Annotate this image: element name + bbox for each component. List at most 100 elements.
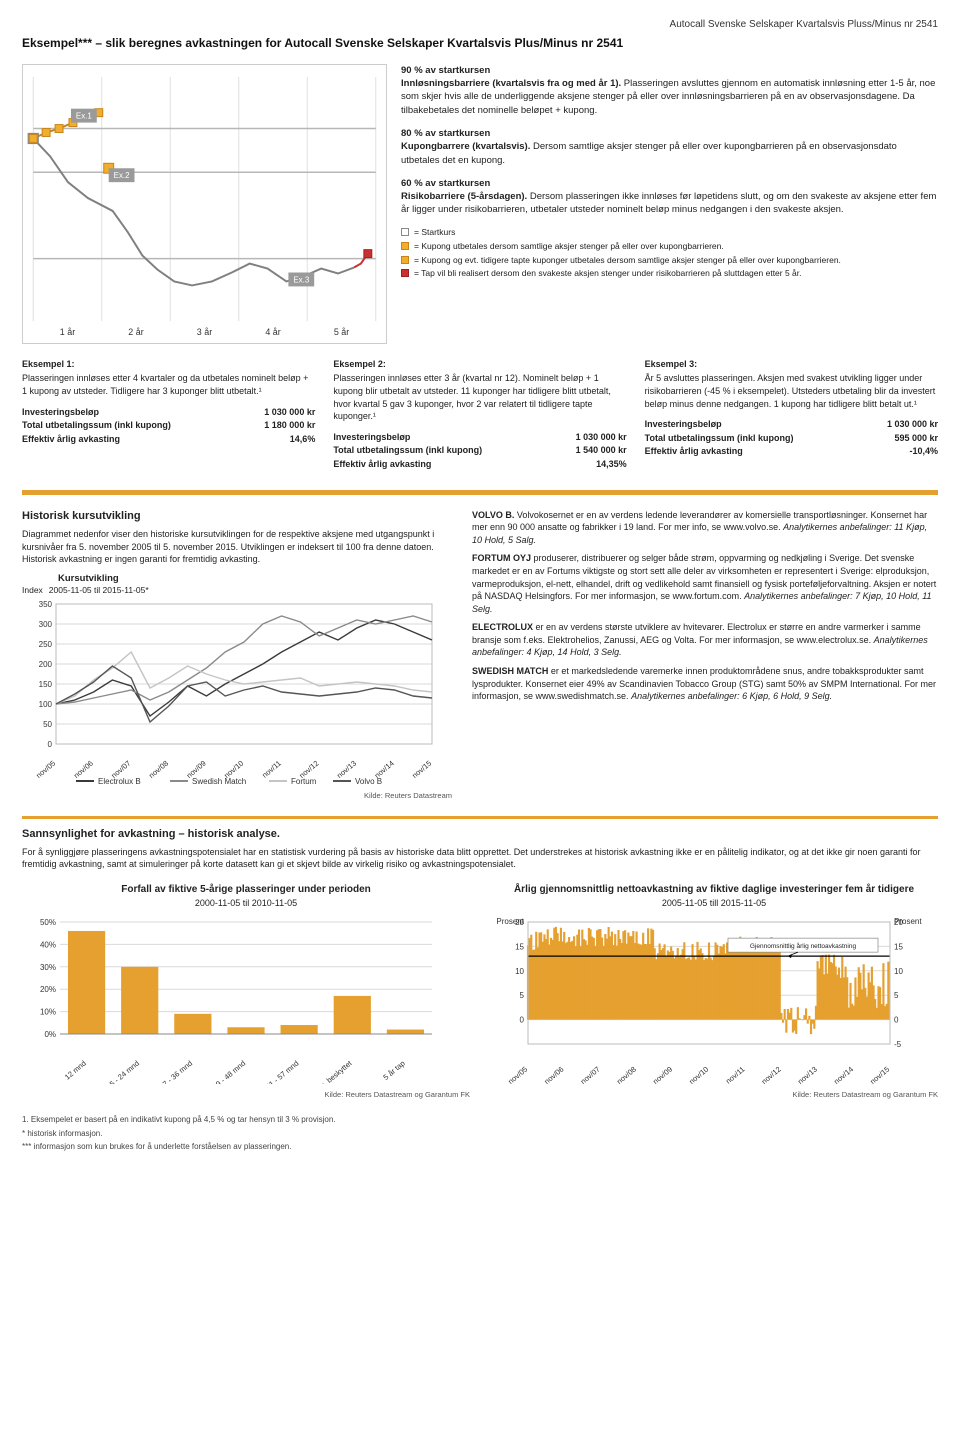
company-name: VOLVO B. bbox=[472, 510, 514, 520]
legend-item: = Startkurs bbox=[401, 227, 938, 239]
legend-text: = Startkurs bbox=[414, 227, 455, 239]
svg-text:Prosent: Prosent bbox=[496, 917, 524, 926]
svg-text:Prosent: Prosent bbox=[894, 917, 922, 926]
svg-text:5 år tap: 5 år tap bbox=[381, 1058, 406, 1081]
historic-chart-sub: 2005-11-05 til 2015-11-05* bbox=[49, 585, 149, 597]
example-stat: Total utbetalingssum (inkl kupong)595 00… bbox=[645, 432, 938, 445]
barrier-60: 60 % av startkursen Risikobarriere (5-år… bbox=[401, 177, 938, 217]
barrier-90: 90 % av startkursen Innløsningsbarriere … bbox=[401, 64, 938, 117]
svg-text:Fortum: Fortum bbox=[291, 777, 317, 786]
barrier-60-sub: Risikobarriere (5-årsdagen). bbox=[401, 191, 527, 202]
svg-text:nov/06: nov/06 bbox=[542, 1064, 565, 1083]
mid-row: Historisk kursutvikling Diagrammet neden… bbox=[22, 509, 938, 802]
svg-text:0%: 0% bbox=[44, 1030, 56, 1039]
probability-body: For å synliggjøre plasseringens avkastni… bbox=[22, 846, 938, 871]
barrier-80-title: 80 % av startkursen bbox=[401, 128, 490, 139]
example-stat: Total utbetalingssum (inkl kupong)1 540 … bbox=[333, 444, 626, 457]
company-block: SWEDISH MATCH er et markedsledende varem… bbox=[472, 665, 938, 703]
svg-text:200: 200 bbox=[39, 660, 53, 669]
legend-swatch-icon bbox=[401, 256, 409, 264]
svg-text:1 år: 1 år bbox=[60, 327, 75, 337]
svg-text:nov/10: nov/10 bbox=[687, 1064, 710, 1083]
barrier-90-title: 90 % av startkursen bbox=[401, 65, 490, 76]
svg-text:Volvo B: Volvo B bbox=[355, 777, 382, 786]
company-name: FORTUM OYJ bbox=[472, 553, 531, 563]
bar-chart-title: Forfall av fiktive 5-årige plasseringer … bbox=[22, 883, 470, 897]
return-chart-src: Kilde: Reuters Datastream og Garantum FK bbox=[490, 1090, 938, 1101]
example-stat: Investeringsbeløp1 030 000 kr bbox=[645, 418, 938, 431]
svg-text:27 - 36 mnd: 27 - 36 mnd bbox=[158, 1058, 194, 1083]
svg-text:39 - 48 mnd: 39 - 48 mnd bbox=[211, 1058, 247, 1083]
bar-chart: 0%10%20%30%40%50%12 mnd15 - 24 mnd27 - 3… bbox=[22, 914, 462, 1084]
svg-text:5 år kap. beskyttet: 5 år kap. beskyttet bbox=[301, 1058, 354, 1084]
svg-text:nov/11: nov/11 bbox=[260, 759, 283, 780]
example-title: Eksempel 2: bbox=[333, 358, 626, 371]
example-column: Eksempel 3:År 5 avsluttes plasseringen. … bbox=[645, 358, 938, 472]
barrier-80-sub: Kupongbarrere (kvartalsvis). bbox=[401, 141, 530, 152]
historic-line-chart: 050100150200250300350nov/05nov/06nov/07n… bbox=[22, 599, 452, 789]
company-block: VOLVO B. Volvokosernet er en av verdens … bbox=[472, 509, 938, 547]
legend-text: = Tap vil bli realisert dersom den svake… bbox=[414, 268, 802, 280]
top-row: Ex.1Ex.2Ex.31 år2 år3 år4 år5 år 90 % av… bbox=[22, 64, 938, 344]
svg-text:50: 50 bbox=[43, 720, 52, 729]
companies-column: VOLVO B. Volvokosernet er en av verdens … bbox=[472, 509, 938, 802]
legend: = Startkurs = Kupong utbetales dersom sam… bbox=[401, 227, 938, 281]
example-column: Eksempel 2:Plasseringen innløses etter 3… bbox=[333, 358, 626, 472]
historic-body: Diagrammet nedenfor viser den historiske… bbox=[22, 528, 452, 566]
barrier-80: 80 % av startkursen Kupongbarrere (kvart… bbox=[401, 127, 938, 167]
return-chart-column: Årlig gjennomsnittlig nettoavkastning av… bbox=[490, 883, 938, 1100]
footnotes: 1. Eksempelet er basert på en indikativt… bbox=[22, 1114, 938, 1152]
svg-text:2 år: 2 år bbox=[128, 327, 143, 337]
svg-text:5: 5 bbox=[894, 991, 899, 1000]
historic-chart-title: Kursutvikling bbox=[58, 572, 452, 585]
company-block: ELECTROLUX er en av verdens største utvi… bbox=[472, 621, 938, 659]
svg-text:Ex.3: Ex.3 bbox=[293, 275, 309, 284]
bar-chart-column: Forfall av fiktive 5-årige plasseringer … bbox=[22, 883, 470, 1100]
barrier-descriptions: 90 % av startkursen Innløsningsbarriere … bbox=[401, 64, 938, 344]
svg-text:300: 300 bbox=[39, 620, 53, 629]
historic-chart-column: Historisk kursutvikling Diagrammet neden… bbox=[22, 509, 452, 802]
svg-text:0: 0 bbox=[520, 1015, 525, 1024]
example-column: Eksempel 1:Plasseringen innløses etter 4… bbox=[22, 358, 315, 472]
svg-text:50%: 50% bbox=[40, 918, 56, 927]
company-block: FORTUM OYJ produserer, distribuerer og s… bbox=[472, 552, 938, 615]
svg-text:5: 5 bbox=[520, 991, 525, 1000]
footnote: *** informasjon som kun brukes for å und… bbox=[22, 1141, 938, 1152]
svg-text:3 år: 3 år bbox=[197, 327, 212, 337]
svg-text:nov/05: nov/05 bbox=[506, 1064, 529, 1083]
svg-text:nov/13: nov/13 bbox=[796, 1064, 819, 1083]
return-chart-sub: 2005-11-05 till 2015-11-05 bbox=[490, 897, 938, 910]
example-stat: Investeringsbeløp1 030 000 kr bbox=[333, 431, 626, 444]
svg-text:150: 150 bbox=[39, 680, 53, 689]
historic-src: Kilde: Reuters Datastream bbox=[22, 791, 452, 802]
svg-text:350: 350 bbox=[39, 600, 53, 609]
probability-title: Sannsynlighet for avkastning – historisk… bbox=[22, 827, 938, 842]
example-title: Eksempel 3: bbox=[645, 358, 938, 371]
example-stat: Total utbetalingssum (inkl kupong)1 180 … bbox=[22, 419, 315, 432]
legend-item: = Kupong utbetales dersom samtlige aksje… bbox=[401, 241, 938, 253]
svg-text:Swedish Match: Swedish Match bbox=[192, 777, 246, 786]
example-stat: Investeringsbeløp1 030 000 kr bbox=[22, 406, 315, 419]
company-name: SWEDISH MATCH bbox=[472, 666, 548, 676]
svg-text:0: 0 bbox=[48, 740, 53, 749]
svg-text:10: 10 bbox=[894, 966, 903, 975]
legend-text: = Kupong og evt. tidigere tapte kuponger… bbox=[414, 255, 841, 267]
legend-item: = Kupong og evt. tidigere tapte kuponger… bbox=[401, 255, 938, 267]
svg-text:nov/12: nov/12 bbox=[760, 1064, 783, 1083]
svg-text:4 år: 4 år bbox=[265, 327, 280, 337]
svg-text:nov/14: nov/14 bbox=[832, 1064, 855, 1083]
svg-text:250: 250 bbox=[39, 640, 53, 649]
example-body: Plasseringen innløses etter 3 år (kvarta… bbox=[333, 372, 626, 422]
svg-text:10%: 10% bbox=[40, 1007, 56, 1016]
svg-text:15: 15 bbox=[515, 942, 524, 951]
legend-swatch-icon bbox=[401, 228, 409, 236]
svg-text:40%: 40% bbox=[40, 940, 56, 949]
autocall-diagram: Ex.1Ex.2Ex.31 år2 år3 år4 år5 år bbox=[22, 64, 387, 344]
svg-text:nov/08: nov/08 bbox=[147, 759, 170, 780]
example-title: Eksempel 1: bbox=[22, 358, 315, 371]
barrier-60-title: 60 % av startkursen bbox=[401, 178, 490, 189]
svg-text:100: 100 bbox=[39, 700, 53, 709]
svg-text:5 år: 5 år bbox=[334, 327, 349, 337]
bar-chart-sub: 2000-11-05 til 2010-11-05 bbox=[22, 897, 470, 910]
svg-text:Ex.1: Ex.1 bbox=[76, 111, 92, 120]
